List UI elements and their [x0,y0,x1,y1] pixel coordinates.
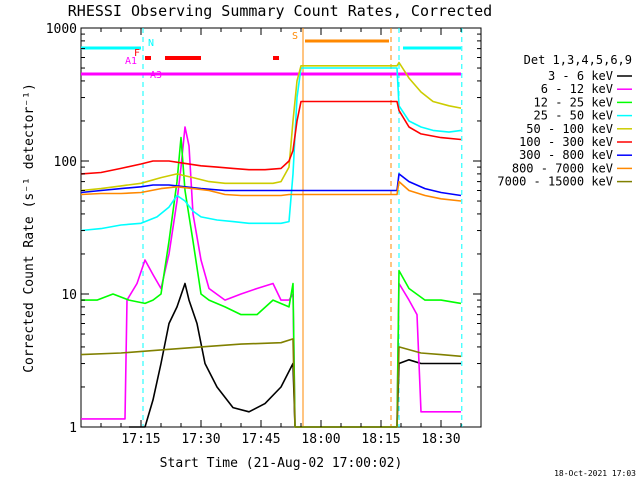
y-tick-label: 1000 [46,22,77,37]
attenuator-flags: N A1 A3 F S [81,31,461,81]
series-line-6 [80,173,462,197]
y-axis: 1 10 100 1000 [46,22,481,436]
x-tick-label: 17:15 [121,432,160,447]
y-tick-label: 1 [69,421,77,436]
flag-label-a1: A1 [125,56,137,67]
legend-label-8: 7000 - 15000 keV [497,175,613,189]
series-line-3 [80,67,462,232]
plot-frame [80,27,482,428]
series-line-4 [80,61,462,192]
x-tick-label: 18:00 [301,432,340,447]
legend-label-3: 25 - 50 keV [534,109,613,123]
chart-title: RHESSI Observing Summary Count Rates, Co… [68,2,492,20]
x-tick-label: 18:30 [421,432,460,447]
flag-label-f: F [134,48,140,59]
series-line-2 [81,136,462,428]
x-axis-label: Start Time (21-Aug-02 17:00:02) [160,456,403,471]
x-tick-label: 18:15 [361,432,400,447]
series-line-8 [80,338,462,428]
series-line-0 [129,282,461,428]
footer-timestamp: 18-Oct-2021 17:03 [554,469,636,478]
plot-area: N A1 A3 F S [80,27,482,428]
legend-label-5: 100 - 300 keV [519,135,613,149]
flag-label-s: S [292,31,298,42]
legend-label-2: 12 - 25 keV [534,95,613,109]
series-line-5 [80,100,462,175]
legend-label-1: 6 - 12 keV [541,82,613,96]
count-rate-series [80,61,462,428]
legend-header: Det 1,3,4,5,6,9 [524,53,632,67]
y-axis-label: Corrected Count Rate (s⁻¹ detector⁻¹) [22,83,37,373]
legend-label-4: 50 - 100 keV [526,122,613,136]
legend-label-6: 300 - 800 keV [519,148,613,162]
flag-label-a3: A3 [150,70,162,81]
x-axis: 17:15 17:30 17:45 18:00 18:15 18:30 [80,28,482,447]
legend-label-0: 3 - 6 keV [548,69,613,83]
x-tick-label: 17:30 [181,432,220,447]
y-tick-label: 100 [54,155,77,170]
y-tick-label: 10 [61,288,77,303]
series-line-7 [80,180,462,202]
x-tick-label: 17:45 [241,432,280,447]
flag-label-n: N [148,38,154,49]
legend-label-7: 800 - 7000 keV [512,161,613,175]
series-line-1 [81,126,461,428]
